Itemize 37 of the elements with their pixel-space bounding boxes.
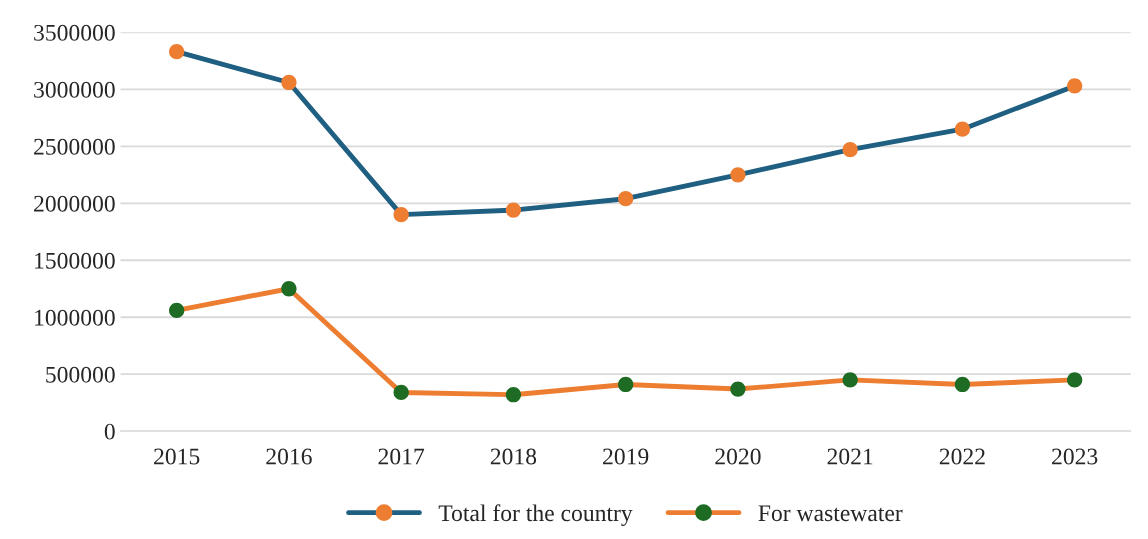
- point: [505, 387, 522, 403]
- point: [1067, 78, 1083, 94]
- point: [730, 381, 746, 397]
- point: [954, 376, 971, 393]
- y-tick-label: 1000000: [35, 309, 115, 326]
- x-tick-label: 2021: [827, 448, 873, 465]
- x-tick-label: 2020: [715, 448, 761, 465]
- legend-label: Total for the country: [438, 504, 633, 527]
- point: [618, 191, 634, 207]
- point: [281, 74, 297, 91]
- x-tick-label: 2016: [266, 448, 312, 465]
- x-tick-label: 2018: [490, 448, 537, 465]
- point: [393, 384, 409, 401]
- y-tick-label: 0: [104, 423, 115, 440]
- point: [281, 281, 297, 297]
- x-tick-label: 2023: [1052, 448, 1098, 465]
- x-tick-label: 2015: [154, 448, 200, 465]
- point: [954, 121, 971, 137]
- point: [1067, 372, 1083, 388]
- point: [842, 372, 858, 388]
- point: [618, 376, 634, 393]
- y-tick-label: 3000000: [34, 81, 115, 98]
- y-tick-label: 500000: [46, 366, 115, 383]
- point: [393, 207, 409, 223]
- y-tick-label: 2500000: [34, 138, 115, 155]
- x-tick-label: 2017: [378, 448, 425, 465]
- y-tick-label: 1500000: [35, 252, 115, 269]
- point: [505, 202, 522, 218]
- point: [730, 167, 746, 183]
- point: [169, 44, 185, 60]
- y-tick-label: 2000000: [34, 195, 115, 212]
- y-tick-label: 3500000: [34, 24, 115, 41]
- x-tick-label: 2019: [603, 448, 649, 465]
- x-tick-label: 2022: [939, 448, 985, 465]
- legend-label: For wastewater: [758, 505, 903, 522]
- point: [169, 302, 185, 319]
- point: [842, 142, 858, 158]
